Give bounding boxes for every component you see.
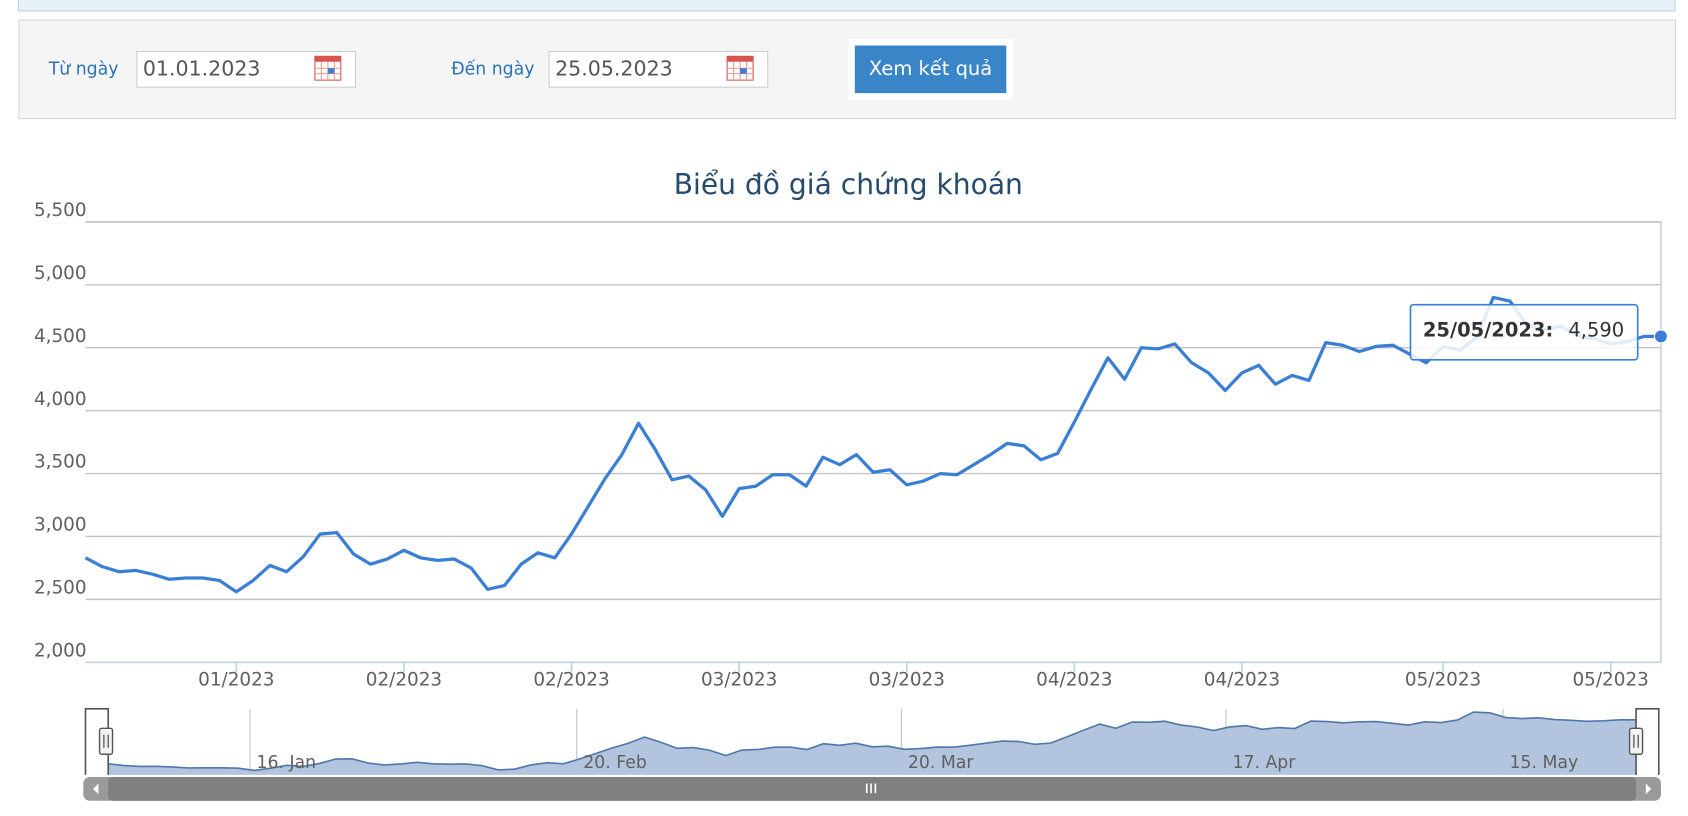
scrollbar-grip xyxy=(865,783,877,794)
x-tick-label: 03/2023 xyxy=(701,670,777,691)
handle-grip xyxy=(1633,734,1639,748)
scrollbar-thumb[interactable] xyxy=(108,776,1637,801)
navigator-area xyxy=(108,712,1637,775)
navigator-label: 16. Jan xyxy=(256,753,316,773)
from-label: Từ ngày xyxy=(48,59,119,79)
calendar-icon[interactable] xyxy=(314,55,342,81)
tooltip-box xyxy=(1409,303,1639,361)
y-tick-label: 5,500 xyxy=(34,200,87,221)
y-tick-label: 4,500 xyxy=(34,326,87,347)
y-tick-label: 2,000 xyxy=(34,640,87,661)
submit-button[interactable] xyxy=(854,45,1007,94)
submit-label[interactable]: Xem kết quả xyxy=(869,57,992,80)
x-tick-label: 04/2023 xyxy=(1204,670,1280,691)
navigator-handle[interactable] xyxy=(1628,727,1644,755)
to-value: 25.05.2023 xyxy=(555,56,673,80)
handle-grip xyxy=(103,734,109,748)
chart-title: Biểu đồ giá chứng khoán xyxy=(674,168,1023,201)
y-tick-label: 3,500 xyxy=(34,452,87,473)
price-line xyxy=(84,295,1661,594)
y-tick-label: 3,000 xyxy=(34,515,87,536)
plot: 2,000 2,500 3,000 3,500 4,000 4,500 5,000 5,500… xyxy=(34,200,1668,801)
y-tick-label: 5,000 xyxy=(34,263,87,284)
from-value: 01.01.2023 xyxy=(143,56,261,80)
tooltip-value: 4,590 xyxy=(1568,319,1624,342)
navigator-label: 17. Apr xyxy=(1232,753,1296,773)
x-tick-label: 03/2023 xyxy=(869,670,945,691)
navigator-label: 20. Mar xyxy=(908,753,975,773)
scroll-right-arrow[interactable] xyxy=(1645,783,1652,795)
x-tick-label: 04/2023 xyxy=(1036,670,1112,691)
top-strip xyxy=(17,0,1676,12)
tooltip-title: 25/05/2023: xyxy=(1423,319,1553,342)
x-tick-label: 01/2023 xyxy=(198,670,274,691)
navigator-label: 15. May xyxy=(1509,753,1578,773)
y-tick-label: 4,000 xyxy=(34,389,87,410)
scroll-left-arrow[interactable] xyxy=(93,783,99,795)
navigator-line xyxy=(108,711,1637,772)
hover-marker xyxy=(1653,329,1668,344)
navigator-handle[interactable] xyxy=(98,727,114,755)
plot-border xyxy=(85,221,1662,663)
calendar-icon[interactable] xyxy=(726,55,754,81)
y-tick-label: 2,500 xyxy=(34,578,87,599)
x-tick-label: 05/2023 xyxy=(1572,670,1648,691)
x-tick-label: 02/2023 xyxy=(533,670,609,691)
x-tick-label: 05/2023 xyxy=(1405,670,1481,691)
x-tick-label: 02/2023 xyxy=(366,670,442,691)
to-label: Đến ngày xyxy=(451,58,534,79)
navigator-label: 20. Feb xyxy=(583,753,647,773)
